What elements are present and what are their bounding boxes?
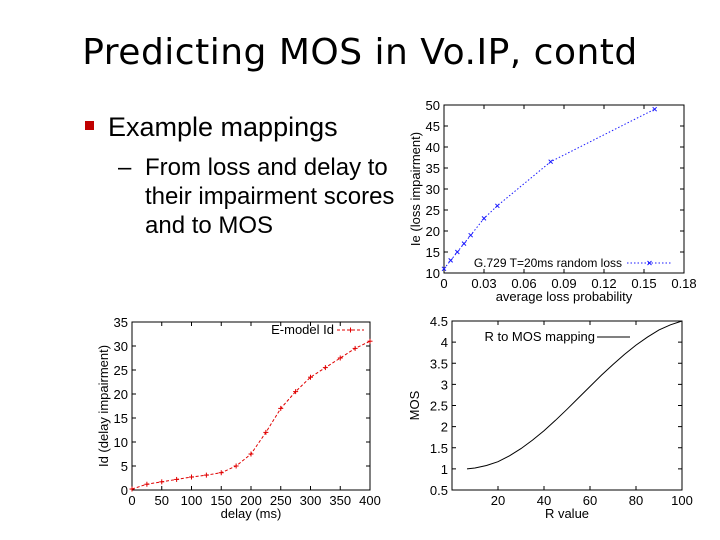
y-tick-label: 35 (114, 315, 128, 330)
series-line (131, 340, 371, 490)
x-tick-label: 0 (440, 276, 447, 291)
y-tick-label: 0.5 (430, 483, 448, 498)
x-tick-label: 0.15 (631, 276, 656, 291)
data-point (367, 338, 373, 344)
y-tick-label: 15 (114, 411, 128, 426)
y-tick-label: 25 (114, 363, 128, 378)
y-axis-label: MOS (407, 390, 422, 420)
x-tick-label: 200 (240, 493, 262, 508)
data-point (263, 429, 269, 435)
data-point (278, 405, 284, 411)
data-point (494, 203, 500, 209)
y-axis-label: Id (delay impairment) (96, 345, 111, 467)
x-tick-label: 0.18 (671, 276, 696, 291)
data-point (548, 159, 554, 165)
x-tick-label: 100 (181, 493, 203, 508)
y-tick-label: 1.5 (430, 441, 448, 456)
data-point (461, 241, 467, 246)
series-line (443, 108, 655, 270)
y-tick-label: 35 (426, 161, 440, 176)
y-tick-label: 30 (426, 182, 440, 197)
r-to-mos-chart: 20 40 60 80 100 0.5 1 1.5 2 2.5 3 3.5 4 4.5 R value MOS… (407, 314, 693, 521)
x-tick-label: 350 (329, 493, 351, 508)
y-tick-label: 4.5 (430, 314, 448, 329)
legend-label: R to MOS mapping (484, 329, 595, 344)
x-tick-label: 0.12 (591, 276, 616, 291)
y-tick-label: 10 (114, 435, 128, 450)
y-tick-label: 0 (121, 483, 128, 498)
y-tick-label: 20 (426, 224, 440, 239)
y-tick-label: 5 (121, 459, 128, 474)
data-point (159, 479, 165, 485)
data-point (322, 365, 328, 371)
data-point (454, 249, 460, 255)
y-tick-label: 3 (441, 377, 448, 392)
y-tick-label: 4 (441, 335, 448, 350)
dash-marker: – (118, 154, 132, 181)
x-tick-label: 0 (128, 493, 135, 508)
plot-frame (443, 104, 685, 274)
bullet-example-mappings: Example mappings (85, 112, 338, 143)
series-line (466, 320, 683, 470)
x-tick-label: 100 (671, 493, 693, 508)
data-point (189, 474, 194, 480)
y-tick-label: 30 (114, 339, 128, 354)
x-tick-label: 80 (629, 493, 643, 508)
bullet-text: Example mappings (108, 112, 338, 142)
y-tick-label: 1 (441, 462, 448, 477)
y-tick-label: 50 (426, 98, 440, 113)
data-point (441, 266, 447, 272)
x-tick-label: 0.06 (511, 276, 536, 291)
data-point (129, 486, 135, 492)
x-tick-label: 0.03 (471, 276, 496, 291)
data-point (652, 106, 658, 112)
y-tick-label: 25 (426, 203, 440, 218)
x-tick-label: 40 (537, 493, 551, 508)
legend-label: E-model Id (271, 322, 334, 337)
data-point (468, 232, 474, 238)
data-point (218, 470, 224, 476)
legend-marker (647, 260, 652, 266)
data-point (337, 355, 343, 361)
x-tick-label: 20 (491, 493, 505, 508)
y-tick-label: 15 (426, 245, 440, 260)
plot-frame (131, 321, 371, 491)
x-tick-label: 60 (583, 493, 597, 508)
bullet-square-icon (85, 121, 94, 131)
slide-title: Predicting MOS in Vo.IP, contd (82, 32, 638, 73)
sub-bullet-text: From loss and delay to their impairment … (145, 154, 395, 239)
legend-label: G.729 T=20ms random loss (474, 256, 622, 270)
y-tick-label: 10 (426, 266, 440, 281)
x-tick-label: 0.09 (551, 276, 576, 291)
plot-frame (451, 320, 683, 491)
y-axis-label: Ie (loss impairment) (408, 132, 423, 246)
data-point (248, 451, 254, 457)
data-point (203, 472, 209, 478)
x-axis-label: average loss probability (496, 289, 633, 304)
y-tick-label: 3.5 (430, 356, 448, 371)
data-point (144, 481, 150, 487)
data-point (174, 476, 180, 482)
y-tick-label: 40 (426, 140, 440, 155)
delay-impairment-chart: 0 50 100 150 200 250 300 350 400 0 5 10 15 20 25 30 35 de… (96, 315, 381, 521)
data-point (448, 258, 454, 263)
x-axis-label: R value (545, 506, 589, 521)
x-tick-label: 150 (210, 493, 232, 508)
data-point (233, 463, 239, 469)
data-point (481, 216, 487, 221)
y-tick-label: 2 (441, 420, 448, 435)
x-tick-label: 50 (155, 493, 169, 508)
y-tick-label: 45 (426, 119, 440, 134)
data-point (308, 374, 313, 380)
x-tick-label: 400 (359, 493, 381, 508)
y-tick-label: 2.5 (430, 399, 448, 414)
x-axis-label: delay (ms) (221, 506, 282, 521)
x-tick-label: 300 (300, 493, 322, 508)
data-point (352, 345, 358, 351)
data-point (293, 389, 299, 395)
y-tick-label: 20 (114, 387, 128, 402)
loss-impairment-chart: 0 0.03 0.06 0.09 0.12 0.15 0.18 10 15 20 25 30 35 40 4… (408, 98, 697, 304)
x-tick-label: 250 (270, 493, 292, 508)
